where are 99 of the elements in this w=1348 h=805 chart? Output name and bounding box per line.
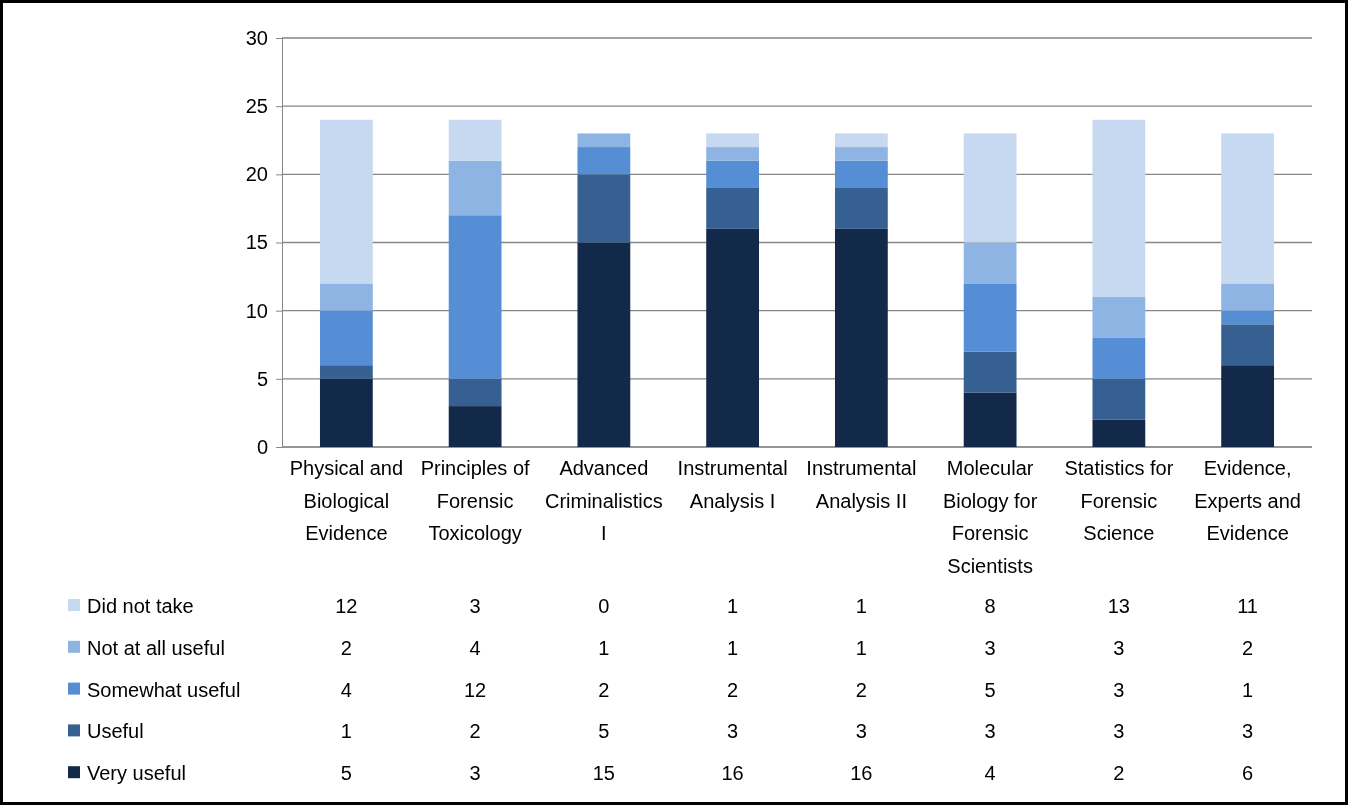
data-label: 2 xyxy=(469,720,481,743)
data-label: 16 xyxy=(850,762,873,785)
bar xyxy=(319,378,373,447)
bar xyxy=(319,119,373,284)
bar xyxy=(1092,119,1146,298)
y-tick-label: 10 xyxy=(245,299,268,322)
bar xyxy=(1221,133,1275,284)
data-label: 12 xyxy=(335,595,358,617)
bar xyxy=(1221,324,1275,366)
bar xyxy=(834,133,888,148)
data-label: 15 xyxy=(592,762,615,785)
data-label: 1 xyxy=(1242,678,1254,701)
data-label: 3 xyxy=(469,762,481,785)
bar xyxy=(706,160,760,188)
x-tick-label: Statistics for Forensic Science xyxy=(1064,457,1174,545)
data-label: 3 xyxy=(984,636,996,659)
x-tick-label: Molecular Biology for Forensic Scientists xyxy=(942,457,1038,578)
bar xyxy=(577,147,631,175)
data-label: 3 xyxy=(1113,678,1125,701)
data-label: 3 xyxy=(469,595,481,617)
bar xyxy=(319,365,373,379)
bar xyxy=(834,187,888,229)
bar xyxy=(1092,297,1146,338)
bar xyxy=(963,351,1017,393)
data-label: 2 xyxy=(1113,762,1125,785)
bar xyxy=(706,228,760,447)
bar xyxy=(448,215,502,379)
data-label: 1 xyxy=(727,595,739,617)
bar xyxy=(963,392,1017,447)
y-tick-label: 20 xyxy=(245,163,268,186)
data-label: 2 xyxy=(855,678,867,701)
bar xyxy=(706,147,760,161)
bar xyxy=(963,133,1017,243)
bar xyxy=(448,406,502,447)
bar xyxy=(319,310,373,366)
bar xyxy=(319,283,373,311)
data-label: 1 xyxy=(855,595,867,617)
data-label: 12 xyxy=(464,678,487,701)
data-label: 3 xyxy=(1242,720,1254,743)
data-label: 3 xyxy=(1113,636,1125,659)
data-label: 13 xyxy=(1107,595,1130,617)
bar xyxy=(706,133,760,148)
data-label: 4 xyxy=(340,678,352,701)
data-label: 0 xyxy=(598,595,610,617)
bar xyxy=(1092,337,1146,379)
legend-label: Not at all useful xyxy=(87,636,225,659)
data-label: 1 xyxy=(855,636,867,659)
y-tick-label: 5 xyxy=(256,367,268,390)
data-label: 3 xyxy=(727,720,739,743)
data-label: 5 xyxy=(340,762,352,785)
bar xyxy=(1092,419,1146,447)
bar xyxy=(448,378,502,407)
y-tick-label: 15 xyxy=(245,231,268,254)
bar xyxy=(834,228,888,447)
data-label: 3 xyxy=(984,720,996,743)
data-label: 1 xyxy=(598,636,610,659)
bar xyxy=(1221,283,1275,311)
y-tick-label: 0 xyxy=(256,435,268,458)
x-tick-label: Instrumental Analysis II xyxy=(806,457,917,512)
data-label: 5 xyxy=(984,678,996,701)
bar xyxy=(448,119,502,161)
data-label: 4 xyxy=(469,636,481,659)
data-label: 1 xyxy=(727,636,739,659)
legend-label: Very useful xyxy=(87,762,186,785)
y-tick-label: 30 xyxy=(245,26,268,49)
data-label: 3 xyxy=(855,720,867,743)
data-label: 2 xyxy=(340,636,352,659)
bar xyxy=(1092,378,1146,420)
data-label: 1 xyxy=(340,720,352,743)
legend-label: Useful xyxy=(87,720,144,743)
bar xyxy=(963,283,1017,352)
data-label: 8 xyxy=(984,595,996,617)
bar xyxy=(706,187,760,229)
data-label: 3 xyxy=(1113,720,1125,743)
x-tick-label: Principles of Forensic Toxicology xyxy=(420,457,531,545)
y-tick-label: 25 xyxy=(245,95,268,118)
x-tick-label: Physical and Biological Evidence xyxy=(289,457,404,545)
bar xyxy=(448,160,502,216)
bar xyxy=(1221,365,1275,447)
bar xyxy=(963,242,1017,284)
data-label: 16 xyxy=(721,762,744,785)
x-tick-label: Advanced Criminalistics I xyxy=(544,457,663,545)
bar xyxy=(577,242,631,447)
bar xyxy=(577,133,631,148)
x-tick-label: Evidence, Experts and Evidence xyxy=(1194,457,1301,545)
bar xyxy=(834,147,888,161)
data-label: 5 xyxy=(598,720,610,743)
legend-label: Somewhat useful xyxy=(87,678,241,701)
bar xyxy=(577,174,631,243)
data-label: 6 xyxy=(1242,762,1254,785)
bar xyxy=(1221,310,1275,325)
bar xyxy=(834,160,888,188)
data-label: 2 xyxy=(727,678,739,701)
data-label: 2 xyxy=(598,678,610,701)
x-tick-label: Instrumental Analysis I xyxy=(677,457,788,512)
data-label: 2 xyxy=(1242,636,1254,659)
data-label: 11 xyxy=(1237,595,1259,617)
data-label: 4 xyxy=(984,762,996,785)
legend-label: Did not take xyxy=(87,595,194,617)
